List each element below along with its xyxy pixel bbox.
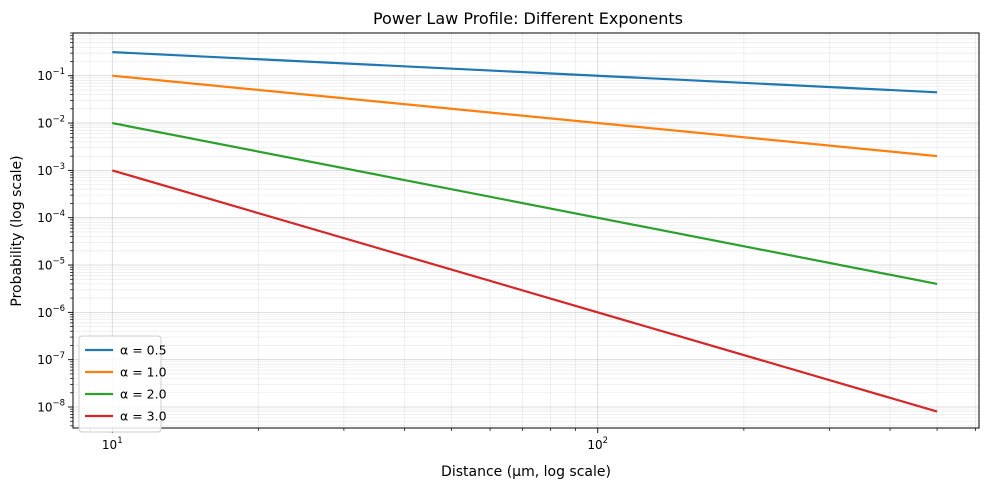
series-line — [112, 74, 938, 158]
series-line — [112, 51, 938, 94]
x-tick-label: 101 — [102, 436, 123, 452]
legend-label: α = 0.5 — [120, 343, 167, 358]
y-axis-label: Probability (log scale) — [9, 155, 25, 306]
y-tick-label: 10−6 — [37, 304, 65, 320]
x-axis-label: Distance (μm, log scale) — [441, 464, 611, 480]
y-tick-label: 10−8 — [37, 399, 65, 415]
y-tick-label: 10−1 — [37, 67, 65, 83]
y-tick-label: 10−2 — [37, 115, 65, 131]
series-line — [112, 122, 938, 285]
grid — [73, 32, 979, 428]
y-tick-label: 10−5 — [37, 257, 65, 273]
y-tick-label: 10−3 — [37, 162, 65, 178]
legend-label: α = 2.0 — [120, 387, 167, 402]
x-tick-label: 102 — [587, 436, 608, 452]
axis-tick-labels: 101 102 10−1 10−2 10−3 10−4 10−5 10−6 10−7 10−8 — [37, 67, 608, 452]
y-tick-label: 10−4 — [37, 209, 65, 225]
legend: α = 0.5 α = 1.0 α = 2.0 α = 3.0 — [78, 335, 167, 433]
chart-title: Power Law Profile: Different Exponents — [373, 9, 683, 28]
legend-box — [78, 335, 162, 433]
plot-frame — [72, 32, 980, 429]
series-line — [111, 169, 938, 413]
series-lines — [111, 51, 938, 413]
y-tick-label: 10−7 — [37, 351, 65, 367]
legend-label: α = 3.0 — [120, 409, 167, 424]
legend-label: α = 1.0 — [120, 365, 167, 380]
